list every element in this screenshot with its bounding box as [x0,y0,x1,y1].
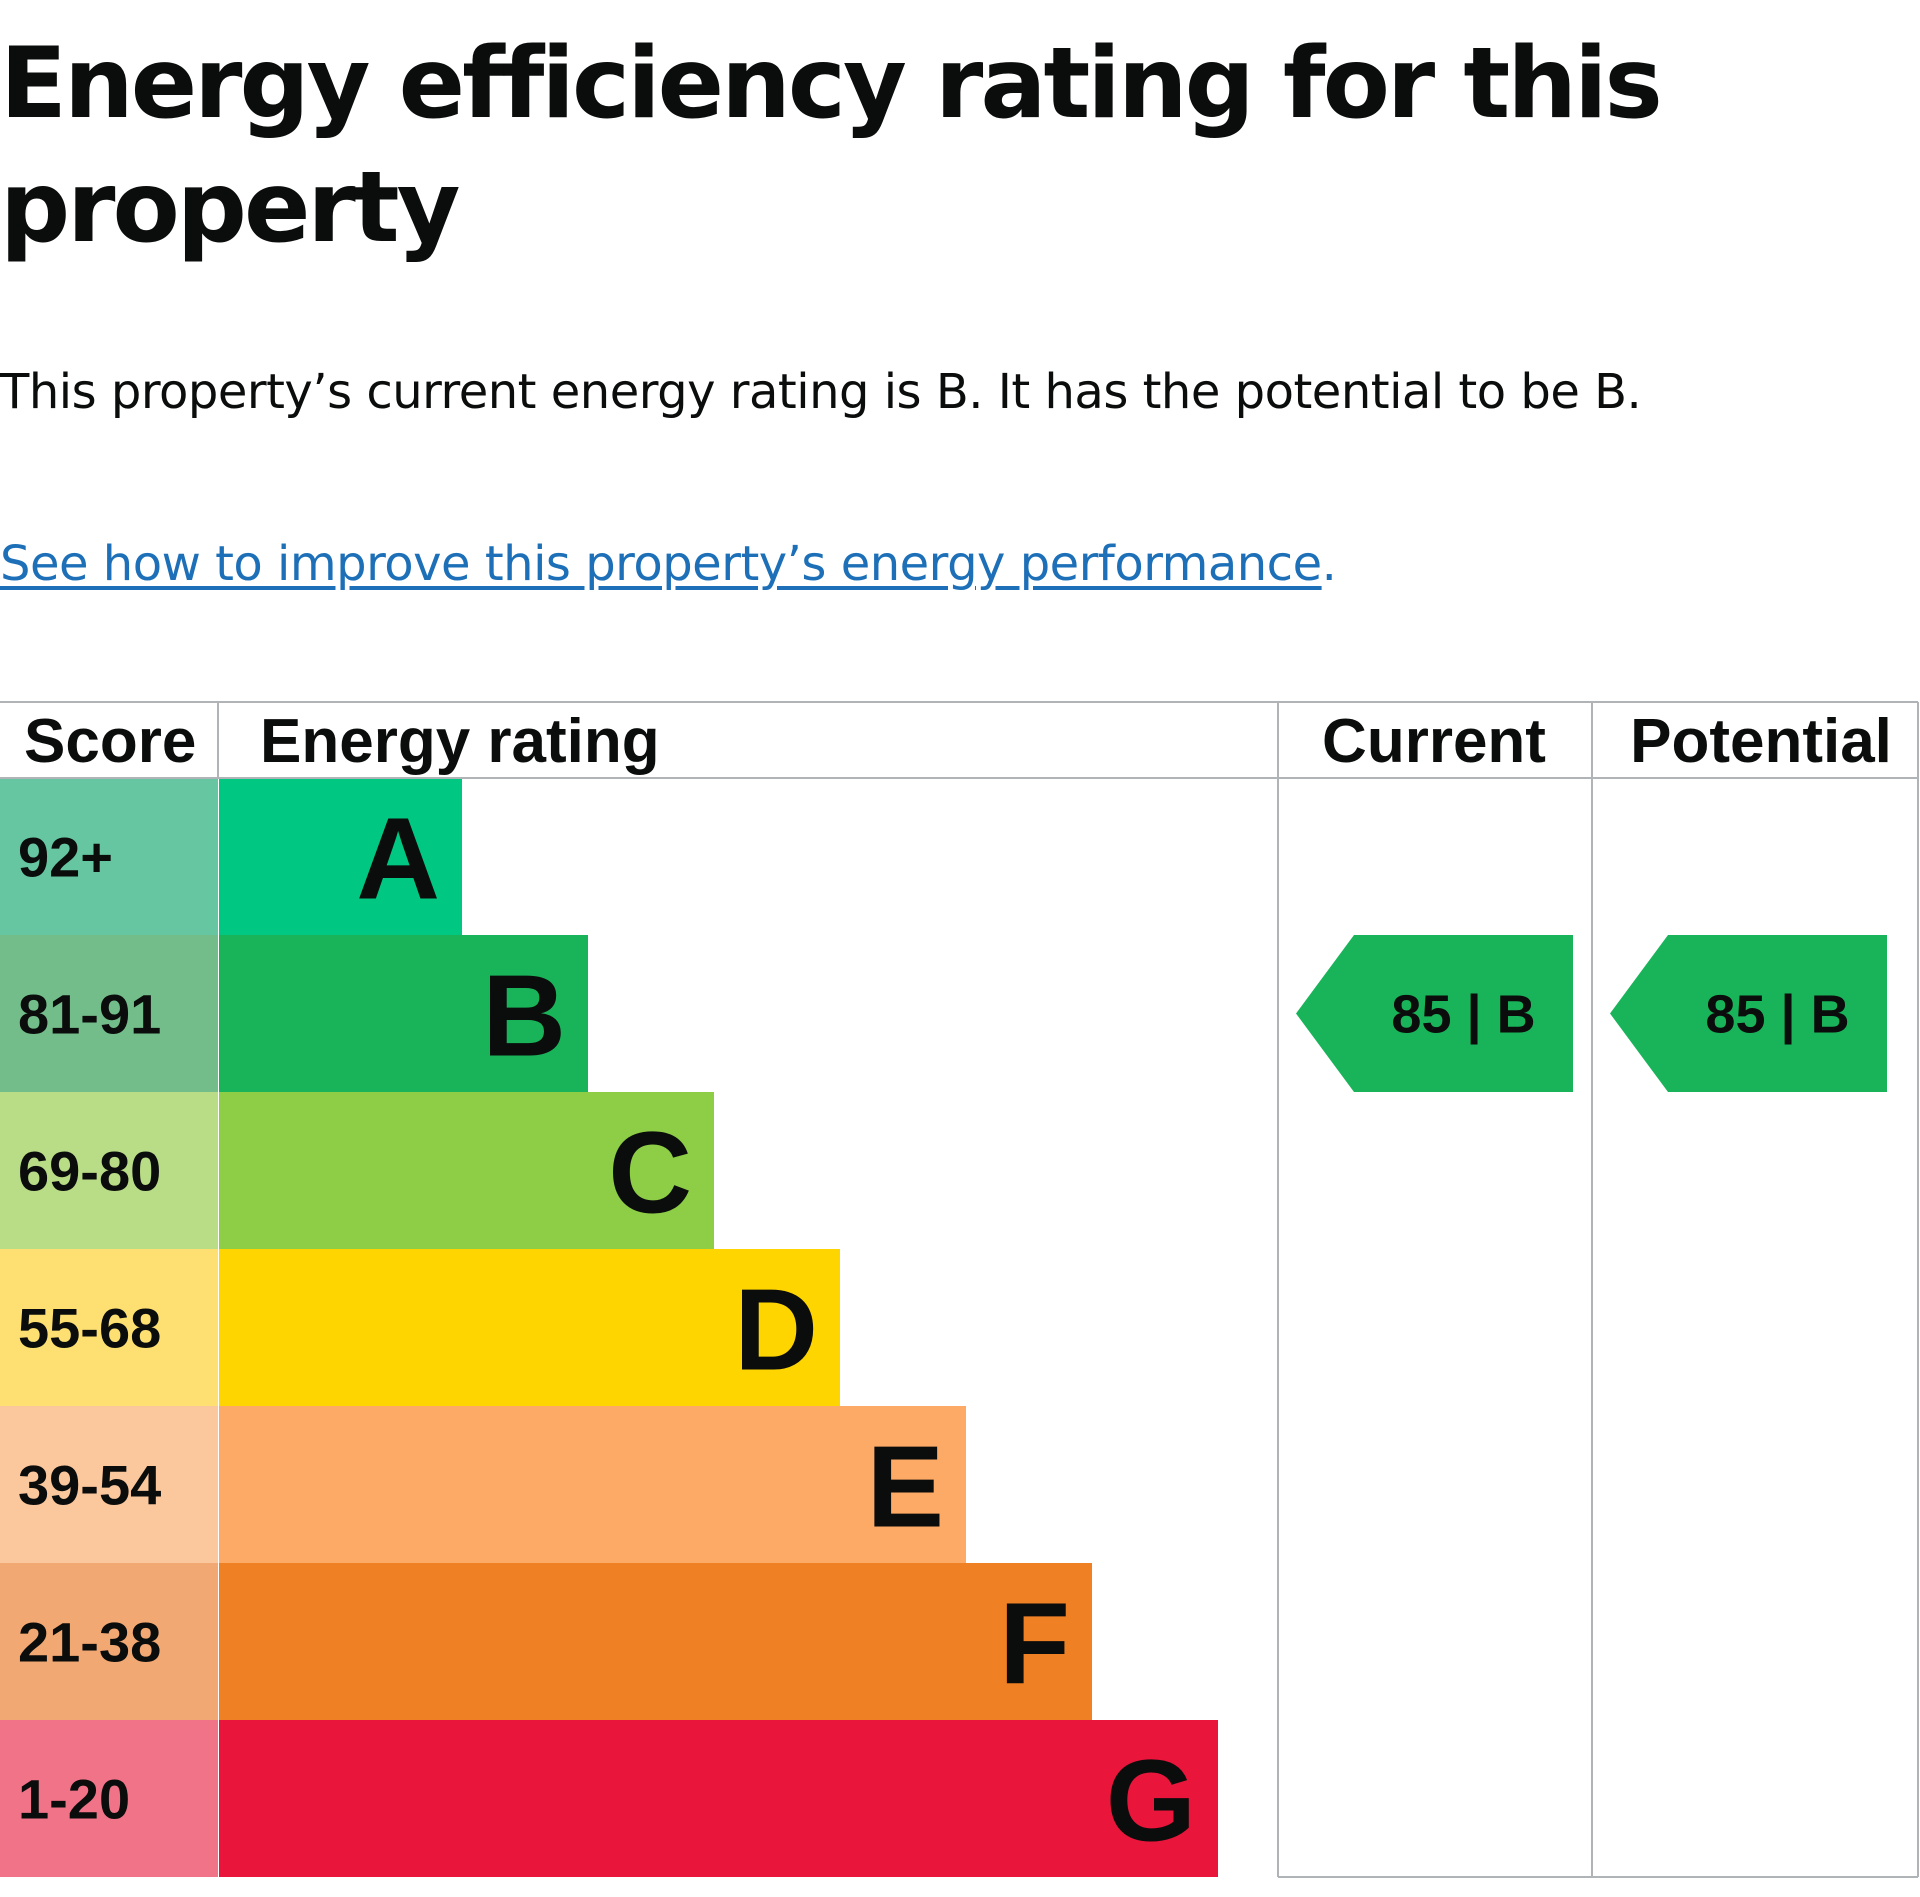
header-energy-rating: Energy rating [260,707,660,776]
improve-performance-link[interactable]: See how to improve this property’s energ… [0,536,1322,592]
band-letter-a: A [356,794,440,924]
rating-bar-a [219,778,462,935]
header-current: Current [1322,707,1546,776]
rating-bar-f [219,1563,1092,1720]
improve-link-line: See how to improve this property’s energ… [0,532,1337,596]
score-cell-f [0,1563,218,1720]
rating-bar-c [219,1092,714,1249]
header-score: Score [24,707,196,776]
band-letter-e: E [867,1422,944,1552]
rating-bar-g [219,1720,1218,1877]
score-cell-a [0,778,218,935]
score-label-f: 21-38 [18,1611,161,1674]
potential-rating-label: 85 | B [1705,985,1849,1046]
band-letter-d: D [734,1265,818,1395]
band-letter-g: G [1106,1736,1196,1866]
energy-rating-chart: 92+ A81-91 B69-80 C55-68 D39-54 E21-38 F1-20 G … [0,701,1919,1878]
score-label-b: 81-91 [18,983,161,1046]
score-label-e: 39-54 [18,1454,161,1517]
score-cell-b [0,935,218,1092]
header-potential: Potential [1630,707,1892,776]
current-rating-arrow [1296,935,1573,1092]
rating-bar-d [219,1249,840,1406]
score-cell-c [0,1092,218,1249]
score-cell-d [0,1249,218,1406]
score-cell-e [0,1406,218,1563]
score-label-d: 55-68 [18,1297,161,1360]
rating-bar-e [219,1406,966,1563]
score-label-g: 1-20 [18,1768,130,1831]
score-label-c: 69-80 [18,1140,161,1203]
rating-bar-b [219,935,588,1092]
rating-summary: This property’s current energy rating is… [0,364,1642,420]
page-title: Energy efficiency rating for this proper… [0,27,1663,265]
improve-link-suffix: . [1321,536,1337,592]
score-label-a: 92+ [18,826,113,889]
current-rating-label: 85 | B [1391,985,1535,1046]
potential-rating-arrow [1610,935,1887,1092]
score-cell-g [0,1720,218,1877]
band-letter-f: F [999,1579,1070,1709]
band-letter-c: C [608,1108,692,1238]
band-letter-b: B [482,951,566,1081]
